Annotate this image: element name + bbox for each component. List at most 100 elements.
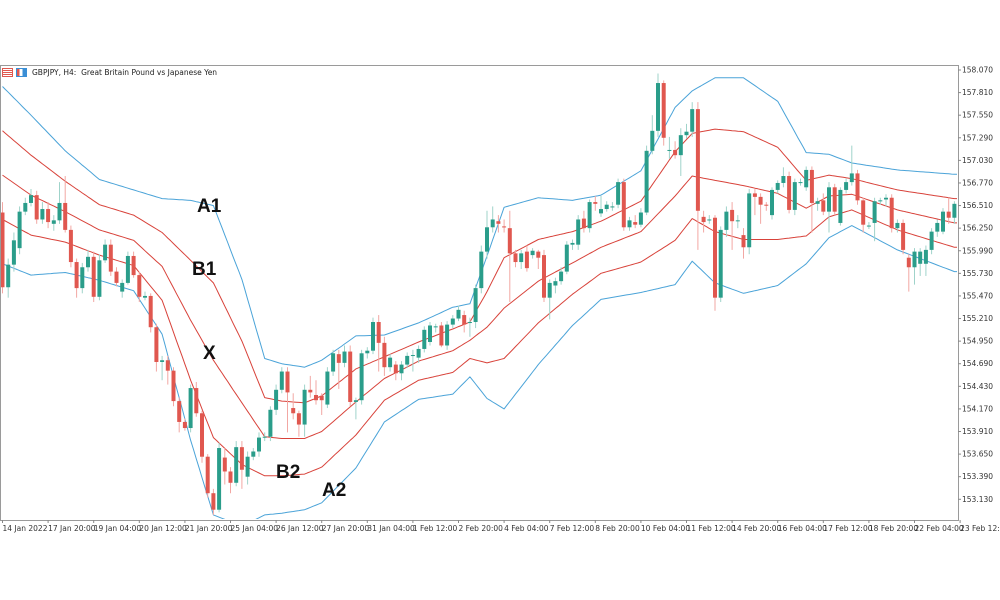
candle xyxy=(29,189,33,207)
candle xyxy=(319,393,324,415)
candle xyxy=(228,467,233,494)
candle xyxy=(610,202,615,211)
x-tick-label: 19 Jan 04:00 xyxy=(94,524,142,533)
candle xyxy=(713,215,717,311)
candle xyxy=(912,248,917,285)
symbol-title: GBPJPY, H4: Great Britain Pound vs Japan… xyxy=(32,67,218,77)
candle-body xyxy=(752,193,757,197)
candle-body xyxy=(222,457,227,472)
candle xyxy=(581,210,586,233)
candle xyxy=(245,451,250,485)
candle-body xyxy=(450,318,455,325)
y-tick-label: 158.070 xyxy=(962,66,993,75)
y-tick-label: 157.810 xyxy=(962,88,993,97)
chart-bars-icon[interactable] xyxy=(16,67,27,77)
candle-body xyxy=(513,253,518,263)
chart-frame xyxy=(0,65,959,521)
candle xyxy=(108,239,113,276)
candle xyxy=(445,321,450,350)
candle-body xyxy=(485,227,489,252)
candle-body xyxy=(416,348,421,358)
candle xyxy=(257,432,261,457)
candle-body xyxy=(467,322,472,324)
candle xyxy=(405,352,410,369)
x-tick-label: 14 Jan 2022 xyxy=(3,524,48,533)
candle-body xyxy=(120,282,125,292)
candle xyxy=(507,210,512,303)
candle xyxy=(388,354,393,372)
candle xyxy=(182,418,187,431)
candle-body xyxy=(644,150,649,213)
candle-body xyxy=(182,421,187,429)
band-line-b2 xyxy=(2,209,957,477)
candle-body xyxy=(815,201,820,204)
candle xyxy=(188,384,193,433)
candle xyxy=(724,206,729,237)
candle-body xyxy=(314,395,318,401)
candle-body xyxy=(724,211,729,230)
candle-body xyxy=(599,209,603,214)
candle xyxy=(450,315,455,329)
candle xyxy=(205,454,210,498)
candle xyxy=(661,80,666,146)
candle-body xyxy=(502,226,507,228)
x-tick-label: 17 Feb 12:00 xyxy=(823,524,872,533)
annotation-b1: B1 xyxy=(192,259,217,280)
candle-body xyxy=(57,202,62,221)
candle xyxy=(929,228,934,255)
list-icon[interactable] xyxy=(2,67,13,77)
candle xyxy=(376,315,381,372)
candle-body xyxy=(946,211,951,218)
candle xyxy=(684,123,689,139)
candle-body xyxy=(325,371,330,405)
candle xyxy=(866,222,871,230)
candle-body xyxy=(941,211,945,232)
candle-body xyxy=(46,209,51,223)
candle-body xyxy=(770,189,774,216)
candle-body xyxy=(536,251,541,258)
candle-body xyxy=(889,197,894,229)
candle xyxy=(593,196,598,211)
x-tick-label: 4 Feb 04:00 xyxy=(504,524,549,533)
candle xyxy=(741,228,746,259)
candle-body xyxy=(274,389,279,410)
candle xyxy=(97,254,102,301)
candle-body xyxy=(154,327,159,362)
candle xyxy=(901,219,906,255)
candle xyxy=(792,178,797,216)
annotation-a2: A2 xyxy=(322,480,347,501)
y-tick-label: 155.470 xyxy=(962,291,993,300)
candle-body xyxy=(844,182,849,190)
candle-body xyxy=(279,371,284,390)
candle-body xyxy=(68,229,73,263)
candle-body xyxy=(633,222,638,225)
candle-body xyxy=(650,130,655,151)
candle xyxy=(650,115,655,155)
candle xyxy=(570,239,575,250)
candle xyxy=(308,375,313,398)
annotation-b2: B2 xyxy=(276,462,301,483)
candle xyxy=(371,317,375,355)
candle xyxy=(809,166,814,233)
candle-body xyxy=(268,409,273,437)
candle-body xyxy=(342,351,347,363)
candle-body xyxy=(638,212,643,225)
candle-body xyxy=(855,173,860,201)
candle-body xyxy=(74,262,79,289)
candle-body xyxy=(798,182,803,184)
candle-body xyxy=(382,342,387,368)
candle xyxy=(798,178,803,186)
annotation-a1: A1 xyxy=(197,196,222,217)
candle xyxy=(536,249,541,270)
candle-body xyxy=(809,169,814,203)
y-tick-label: 153.390 xyxy=(962,472,993,481)
candle xyxy=(467,317,472,337)
candle xyxy=(143,291,147,301)
candle-body xyxy=(239,447,244,470)
candle-body xyxy=(695,109,700,211)
candle xyxy=(775,180,780,194)
candle xyxy=(57,182,62,224)
candle-body xyxy=(137,275,142,297)
candle xyxy=(217,442,222,513)
